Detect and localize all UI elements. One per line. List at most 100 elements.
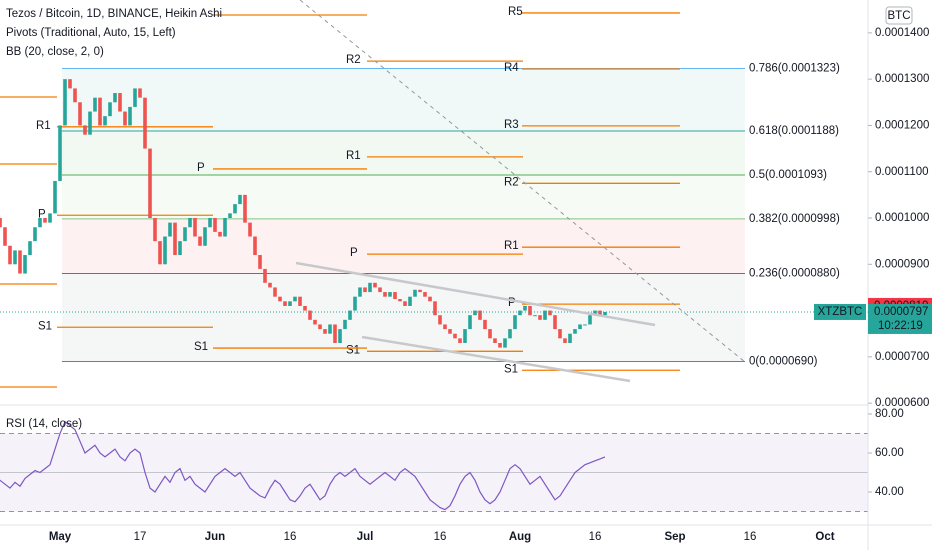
candle: [38, 218, 42, 228]
rsi-title: RSI (14, close): [6, 418, 82, 430]
candle: [103, 116, 107, 126]
candle: [598, 310, 602, 316]
candle: [298, 296, 302, 306]
fib-label: 0.236(0.0000880): [749, 268, 840, 280]
candle: [363, 287, 367, 293]
channel-lower: [361, 335, 631, 383]
pivot-label: S1: [38, 320, 52, 332]
candle: [578, 324, 582, 330]
candle: [188, 218, 192, 228]
candle: [323, 329, 327, 334]
candle: [553, 315, 557, 330]
candle: [448, 329, 452, 334]
candle: [108, 102, 112, 117]
x-tick-label: Sep: [664, 531, 685, 543]
candle: [573, 329, 577, 334]
candle: [563, 338, 567, 343]
y-tick-label: 0.0001100: [875, 166, 929, 178]
candle: [278, 296, 282, 302]
fib-label: 0.382(0.0000998): [749, 213, 840, 225]
candle: [153, 218, 157, 242]
candle: [378, 287, 382, 293]
x-tick-label: 16: [434, 531, 447, 543]
candle: [393, 292, 397, 300]
candle: [123, 111, 127, 126]
candle: [18, 250, 22, 274]
pivot-label: P: [508, 297, 516, 309]
candle: [468, 315, 472, 330]
pivot-label: S1: [194, 341, 208, 353]
candle: [268, 282, 272, 288]
candle: [348, 310, 352, 320]
candle: [403, 301, 407, 306]
candle: [183, 227, 187, 242]
fib-label: 0.618(0.0001188): [749, 125, 839, 137]
candle: [588, 315, 592, 325]
rsi-line: [0, 420, 606, 511]
legend-pivots: Pivots (Traditional, Auto, 15, Left): [6, 27, 176, 39]
candle: [133, 88, 137, 107]
candle: [358, 287, 362, 297]
candle: [293, 296, 297, 302]
x-tick-label: 17: [134, 531, 147, 543]
candle: [283, 301, 287, 306]
candle: [68, 79, 72, 89]
x-tick-label: Jul: [357, 531, 374, 543]
candle: [488, 329, 492, 339]
candle: [158, 241, 162, 265]
candle: [288, 301, 292, 306]
candle: [373, 282, 377, 288]
pivot-label: P: [350, 247, 358, 259]
pivot-label: S1: [346, 344, 360, 356]
candle: [163, 236, 167, 265]
candle: [118, 93, 122, 112]
pivot-label: R1: [346, 150, 361, 162]
candle: [328, 324, 332, 334]
pivot-label: R3: [504, 119, 519, 131]
currency-box[interactable]: [885, 6, 913, 25]
candle: [308, 310, 312, 320]
candle: [58, 125, 62, 181]
rsi-y-tick-label: 60.00: [875, 447, 904, 459]
y-tick-label: 0.0000600: [875, 397, 929, 409]
pivot-label: P: [38, 208, 46, 220]
candle: [253, 236, 257, 256]
candle: [173, 222, 177, 256]
candle: [528, 305, 532, 316]
candle: [353, 296, 357, 311]
candle: [203, 227, 207, 246]
pivot-label: R5: [508, 6, 523, 18]
fib-zone: [62, 130, 745, 175]
candle: [443, 324, 447, 330]
x-tick-label: Oct: [815, 531, 834, 543]
fib-zone: [62, 174, 745, 219]
candle: [63, 79, 67, 126]
candle: [463, 329, 467, 343]
x-tick-label: 16: [744, 531, 757, 543]
candle: [8, 245, 12, 265]
rsi-y-tick-label: 40.00: [875, 486, 904, 498]
candle: [113, 93, 117, 103]
candle: [213, 218, 217, 232]
symbol-label: XTZBTC: [818, 306, 863, 318]
candle: [148, 148, 152, 219]
candle: [98, 97, 102, 126]
candle: [33, 227, 37, 242]
currency: BTC: [888, 10, 911, 22]
candle: [508, 329, 512, 339]
fib-zone: [62, 68, 745, 131]
plot: 0.786(0.0001323) 0.618(0.0001188) 0.5(0.00…: [0, 6, 868, 513]
y-tick-label: 0.0001200: [875, 119, 929, 131]
candle: [473, 310, 477, 316]
candle: [383, 292, 387, 297]
x-tick-label: May: [49, 531, 72, 543]
candle: [318, 324, 322, 330]
candle: [93, 97, 97, 112]
fib-label: 0.786(0.0001323): [749, 63, 840, 75]
candle: [478, 310, 482, 320]
candle: [368, 282, 372, 293]
candle: [458, 338, 462, 343]
candle: [438, 315, 442, 325]
